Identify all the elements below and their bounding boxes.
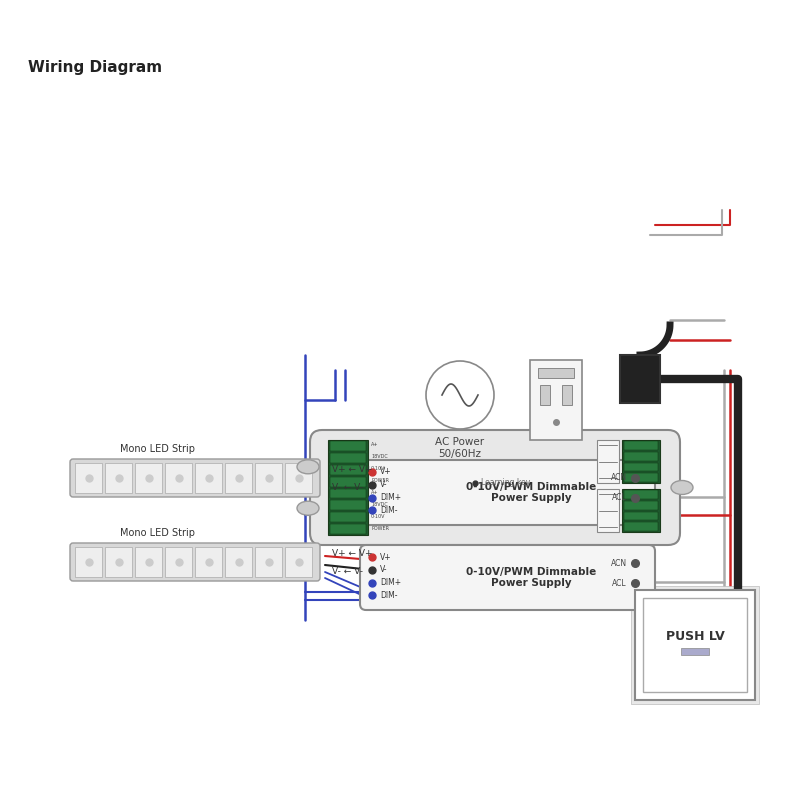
Text: V-: V- — [380, 480, 387, 490]
Ellipse shape — [297, 460, 319, 474]
Bar — [681, 648, 709, 655]
Bar — [195, 463, 222, 493]
Text: Wiring Diagram: Wiring Diagram — [28, 60, 162, 75]
Bar — [165, 547, 192, 577]
Bar — [624, 490, 658, 498]
Text: AC Power
50/60Hz: AC Power 50/60Hz — [435, 437, 485, 458]
Text: V- ← V-: V- ← V- — [332, 482, 363, 491]
Text: A+: A+ — [371, 442, 378, 447]
Bar — [75, 463, 102, 493]
Bar — [225, 547, 252, 577]
Bar — [285, 547, 312, 577]
Bar — [540, 385, 550, 405]
Ellipse shape — [671, 481, 693, 494]
FancyBboxPatch shape — [310, 430, 680, 545]
Bar — [624, 462, 658, 471]
Text: DIM+: DIM+ — [380, 493, 401, 502]
Text: V- ← V-: V- ← V- — [332, 566, 363, 575]
Bar — [105, 463, 132, 493]
Bar — [195, 547, 222, 577]
Bar — [330, 465, 366, 474]
Bar — [105, 547, 132, 577]
Text: ACL: ACL — [612, 494, 627, 502]
Bar — [597, 489, 619, 532]
Bar — [330, 453, 366, 462]
Text: 18VDC: 18VDC — [371, 454, 388, 459]
Text: Mono LED Strip: Mono LED Strip — [120, 528, 195, 538]
Text: 0-10V/PWM Dimmable
Power Supply: 0-10V/PWM Dimmable Power Supply — [466, 566, 596, 588]
Bar — [635, 590, 755, 700]
FancyBboxPatch shape — [70, 543, 320, 581]
Text: 0-10V/PWM Dimmable
Power Supply: 0-10V/PWM Dimmable Power Supply — [466, 482, 596, 503]
Bar — [538, 368, 574, 378]
FancyBboxPatch shape — [70, 459, 320, 497]
Bar — [624, 452, 658, 461]
Bar — [255, 463, 282, 493]
Bar — [643, 598, 747, 692]
Bar — [165, 463, 192, 493]
Text: ACN: ACN — [611, 558, 627, 567]
Bar — [330, 489, 366, 498]
Text: 18VDC: 18VDC — [371, 502, 388, 507]
Text: 0-10V: 0-10V — [371, 514, 386, 518]
Text: DIM+: DIM+ — [380, 578, 401, 587]
Text: V+: V+ — [380, 553, 392, 562]
Bar — [631, 586, 759, 704]
Bar — [620, 355, 660, 403]
Bar — [330, 524, 366, 534]
Bar — [562, 385, 572, 405]
Text: PUSH LV: PUSH LV — [666, 630, 724, 643]
FancyBboxPatch shape — [360, 460, 655, 525]
Bar — [255, 547, 282, 577]
Text: Learning key: Learning key — [481, 478, 530, 487]
Text: DIM-: DIM- — [380, 590, 398, 600]
Bar — [330, 441, 366, 451]
Text: Mono LED Strip: Mono LED Strip — [120, 444, 195, 454]
Bar — [624, 474, 658, 482]
Text: A+: A+ — [371, 490, 378, 495]
Bar — [624, 441, 658, 450]
Bar — [597, 440, 619, 483]
Bar — [330, 500, 366, 510]
Text: V+ ← V+: V+ ← V+ — [332, 465, 373, 474]
Text: V+: V+ — [380, 467, 392, 477]
Bar — [225, 463, 252, 493]
Bar — [622, 440, 660, 483]
Text: POWER: POWER — [371, 526, 389, 530]
Bar — [624, 511, 658, 520]
Ellipse shape — [297, 501, 319, 515]
Bar — [135, 547, 162, 577]
FancyBboxPatch shape — [360, 545, 655, 610]
Bar — [75, 547, 102, 577]
Text: POWER: POWER — [371, 478, 389, 483]
Bar — [328, 440, 368, 535]
Text: V-: V- — [380, 566, 387, 574]
Text: ACL: ACL — [612, 578, 627, 587]
Bar — [624, 522, 658, 531]
Text: ACN: ACN — [611, 474, 627, 482]
Bar — [135, 463, 162, 493]
Bar — [330, 512, 366, 522]
Text: 0-10V: 0-10V — [371, 466, 386, 471]
Bar — [624, 501, 658, 510]
Bar — [622, 489, 660, 532]
Bar — [330, 477, 366, 486]
Bar — [285, 463, 312, 493]
Text: DIM-: DIM- — [380, 506, 398, 514]
Bar — [530, 360, 582, 440]
Text: V+ ← V+: V+ ← V+ — [332, 549, 373, 558]
